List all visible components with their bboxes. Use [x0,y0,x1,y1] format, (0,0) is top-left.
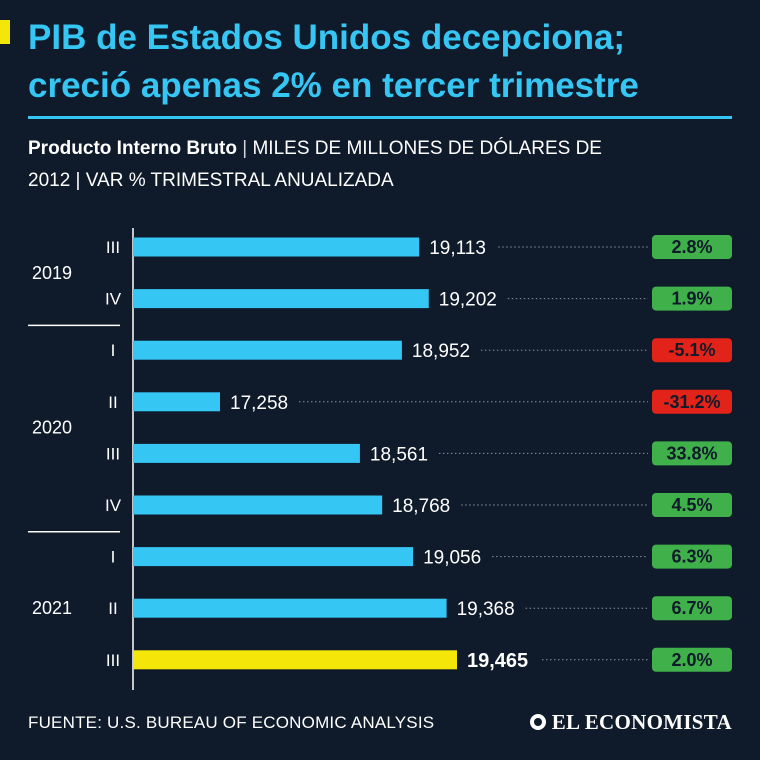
bar [133,340,402,360]
title-divider [28,116,732,119]
quarter-label: II [108,393,117,412]
bar [133,598,447,618]
change-badge-label: 6.7% [671,598,712,618]
bar [133,289,429,309]
brand-logo-text: EL ECONOMISTA [551,710,732,734]
subtitle-units-a: MILES DE MILLONES DE DÓLARES DE [252,138,602,159]
subtitle-units-b: 2012 | VAR % TRIMESTRAL ANUALIZADA [28,170,394,191]
change-badge-label: -31.2% [663,392,720,412]
subtitle-separator: | [242,138,248,159]
change-badge [652,647,732,672]
change-badge [652,235,732,259]
change-badge [652,596,732,621]
bar [133,650,457,670]
page-title: PIB de Estados Unidos decepciona; creció… [28,14,738,110]
bar-value-label: 19,465 [467,650,528,672]
bar [133,495,383,515]
quarter-label: IV [105,290,122,309]
change-badge [652,441,732,466]
change-badge [652,544,732,569]
quarter-label: II [108,599,117,618]
chart-subtitle: Producto Interno Bruto | MILES DE MILLON… [28,133,708,197]
quarter-label: IV [105,496,122,515]
quarter-label: III [106,651,120,670]
change-badge-label: 1.9% [671,289,712,309]
subtitle-bold: Producto Interno Bruto [28,138,237,159]
brand-logo: EL ECONOMISTA [529,710,732,735]
bar [133,237,420,257]
el-economista-circle-icon [529,714,546,730]
change-badge-label: -5.1% [668,340,715,360]
title-accent-mark [0,20,10,44]
change-badge [652,493,732,517]
bar [133,443,360,463]
change-badge-label: 6.3% [671,547,712,567]
year-label: 2019 [32,263,72,283]
bar-value-label: 18,768 [392,496,450,517]
source-note: FUENTE: U.S. BUREAU OF ECONOMIC ANALYSIS [28,713,435,732]
bar-value-label: 18,952 [412,341,470,362]
change-badge-label: 2.0% [671,650,712,670]
change-badge-label: 33.8% [666,443,717,463]
quarter-label: III [106,444,120,463]
bar-value-label: 19,113 [429,238,486,259]
bar-value-label: 19,202 [439,290,497,311]
bar-value-label: 18,561 [370,444,428,465]
bar [133,547,414,567]
quarter-label: I [111,341,116,360]
bar [133,392,220,412]
title-line-2: creció apenas 2% en tercer trimestre [28,66,639,105]
year-label: 2020 [32,418,72,438]
change-badge [652,389,732,414]
year-label: 2021 [32,598,72,618]
change-badge-label: 4.5% [671,495,712,515]
bar-value-label: 19,368 [457,599,515,620]
change-badge-label: 2.8% [671,237,712,257]
quarter-label: I [111,548,116,567]
change-badge [652,338,732,363]
bar-value-label: 19,056 [423,548,481,569]
title-line-1: PIB de Estados Unidos decepciona; [28,18,626,57]
change-badge [652,286,732,311]
gdp-bar-chart: III 19,113 2.8%IV 19,202 1.9%I 18,952 -5.1%II 1… [28,228,732,690]
quarter-label: III [106,238,120,257]
bar-value-label: 17,258 [230,393,288,414]
